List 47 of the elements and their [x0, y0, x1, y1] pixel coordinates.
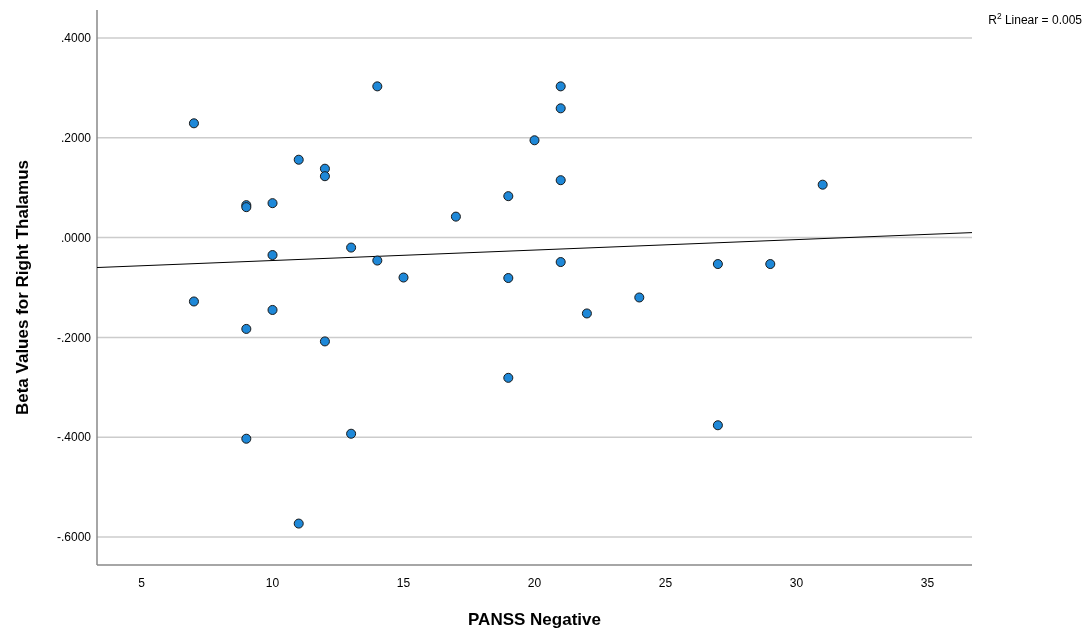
point — [188, 296, 199, 307]
point — [503, 372, 514, 383]
point — [555, 175, 566, 186]
point — [267, 250, 278, 261]
point — [712, 420, 723, 431]
y-axis-title: Beta Values for Right Thalamus — [13, 159, 32, 416]
x-tick-label: 10 — [265, 576, 280, 590]
point — [555, 103, 566, 114]
x-tick-label: 35 — [920, 576, 935, 590]
point — [241, 433, 252, 444]
point — [346, 242, 357, 253]
point — [319, 171, 330, 182]
point — [634, 292, 645, 303]
point — [817, 179, 828, 190]
point — [503, 273, 514, 284]
text: R$^{2}$ Linear = 0.005 — [988, 11, 1083, 27]
x-tick-label: 30 — [789, 576, 804, 590]
point — [503, 191, 514, 202]
point — [267, 304, 278, 315]
point — [188, 118, 199, 129]
point — [398, 272, 409, 283]
point — [267, 198, 278, 209]
point — [293, 518, 304, 529]
point — [529, 135, 540, 146]
x-axis-title: PANSS Negative — [468, 610, 601, 629]
point — [372, 81, 383, 92]
point — [555, 257, 566, 268]
point — [346, 428, 357, 439]
point — [241, 323, 252, 334]
x-tick-label: 15 — [396, 576, 411, 590]
point — [765, 259, 776, 270]
x-tick-label: 20 — [527, 576, 542, 590]
point — [293, 154, 304, 165]
y-tick-label: .2000 — [60, 130, 92, 145]
point — [319, 336, 330, 347]
x-tick-label: 5 — [138, 576, 146, 590]
point — [581, 308, 592, 319]
y-tick-label: -.2000 — [56, 330, 92, 345]
x-tick-label: 25 — [658, 576, 673, 590]
point — [555, 81, 566, 92]
y-tick-label: -.6000 — [56, 530, 92, 545]
point — [712, 259, 723, 270]
point — [450, 211, 461, 222]
y-tick-label: .0000 — [60, 230, 92, 245]
point — [372, 255, 383, 266]
y-tick-label: -.4000 — [56, 430, 92, 445]
y-tick-label: .4000 — [60, 31, 92, 46]
